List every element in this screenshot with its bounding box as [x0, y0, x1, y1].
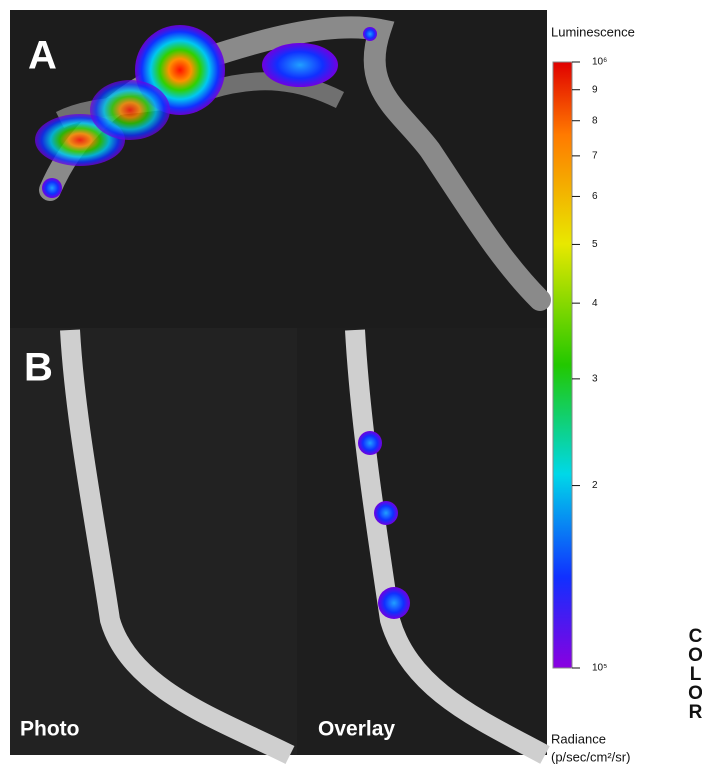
- panel-label: A: [28, 34, 57, 78]
- colorbar: [552, 61, 573, 669]
- unit-label: (p/sec/cm²/sr): [551, 749, 630, 764]
- caption: Overlay: [318, 718, 395, 741]
- tick-label: 7: [592, 151, 598, 162]
- panel-a: [10, 10, 551, 328]
- colorbar-title: Luminescence: [551, 24, 635, 39]
- tick-label: 10⁵: [592, 663, 607, 674]
- tick-label: 10⁶: [592, 57, 607, 68]
- side-label: COLOR: [685, 626, 702, 721]
- tick-label: 3: [592, 374, 598, 385]
- tick-label: 8: [592, 115, 598, 126]
- tick-label: 4: [592, 298, 598, 309]
- tick-label: 6: [592, 191, 598, 202]
- tick-label: 5: [592, 239, 598, 250]
- unit-label: Radiance: [551, 731, 606, 746]
- caption: Photo: [20, 718, 79, 741]
- tick-label: 2: [592, 480, 598, 491]
- panel-b: [10, 328, 550, 764]
- panel-label: B: [24, 346, 53, 390]
- tick-label: 9: [592, 84, 598, 95]
